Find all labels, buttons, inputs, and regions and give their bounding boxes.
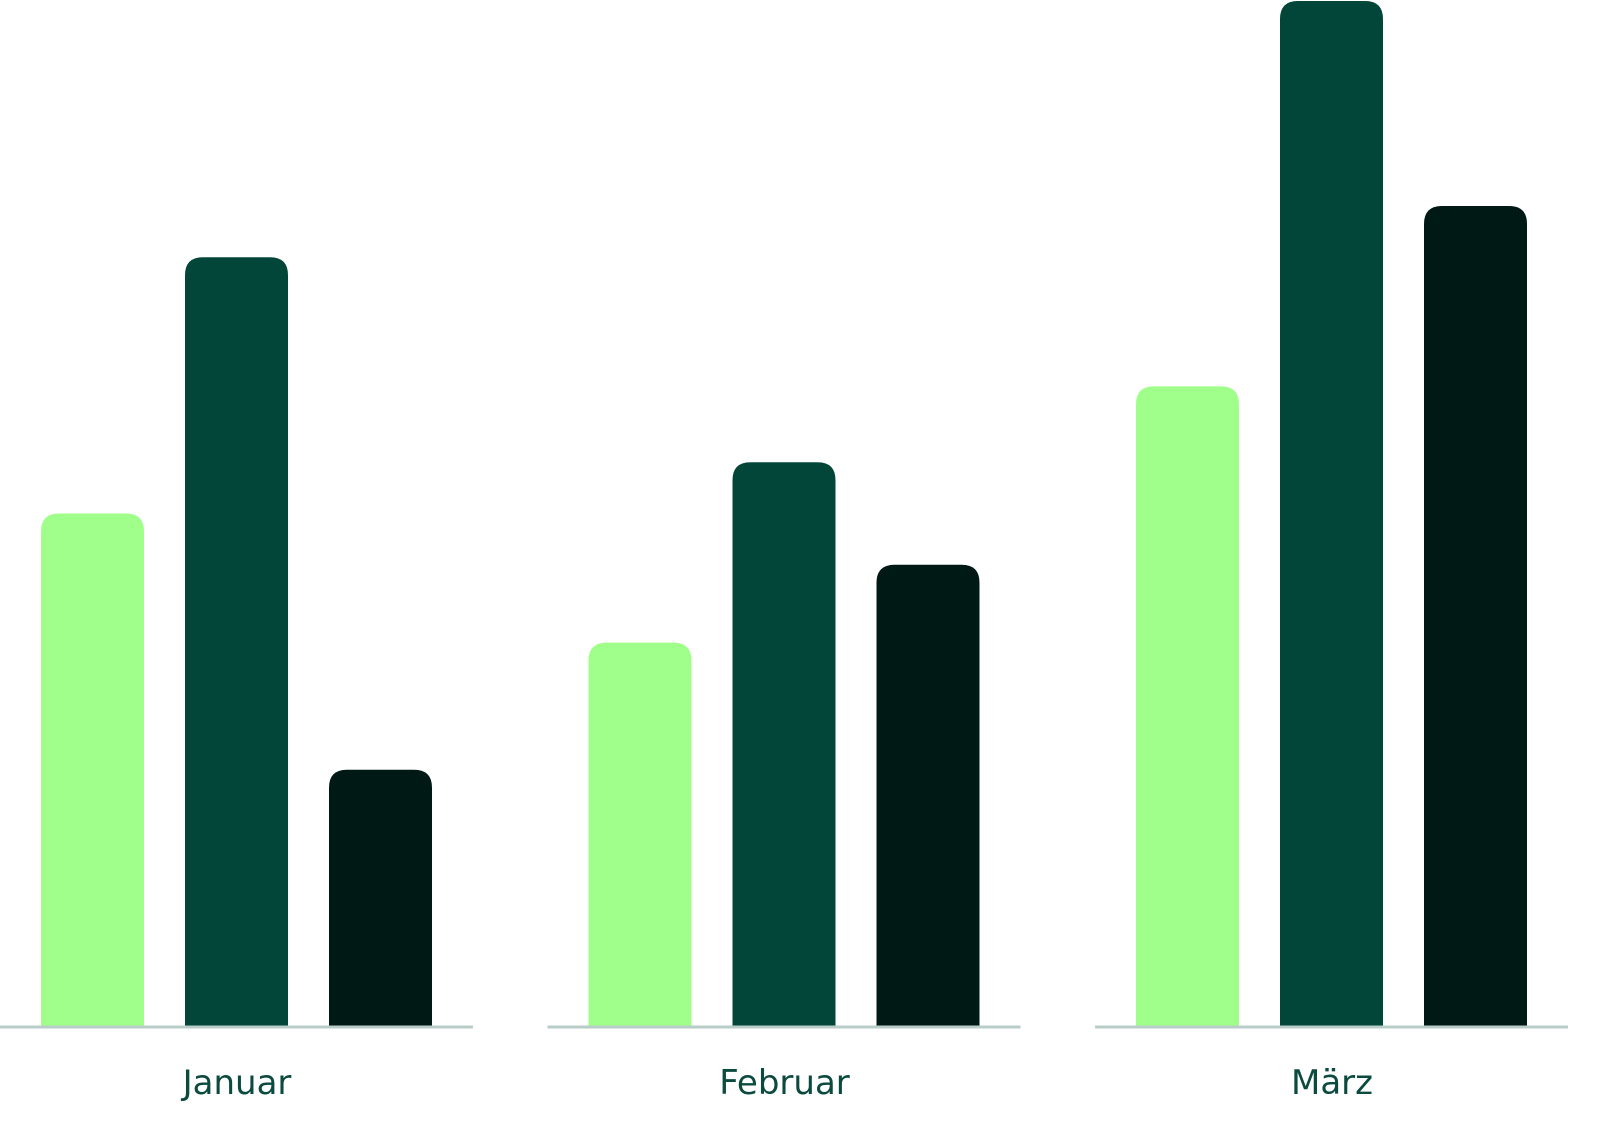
x-tick-label: Januar bbox=[181, 1063, 292, 1103]
bar-januar-series-3 bbox=[329, 769, 432, 1026]
x-tick-label: März bbox=[1291, 1063, 1373, 1103]
bar-märz-series-2 bbox=[1280, 1, 1383, 1026]
bar-januar-series-1 bbox=[41, 513, 144, 1026]
bar-märz-series-3 bbox=[1424, 206, 1527, 1026]
bar-januar-series-2 bbox=[185, 257, 288, 1026]
bar-februar-series-1 bbox=[588, 642, 692, 1026]
bar-februar-series-2 bbox=[732, 462, 836, 1026]
bar-märz-series-1 bbox=[1136, 386, 1239, 1026]
bar-februar-series-3 bbox=[876, 564, 980, 1026]
x-tick-label: Februar bbox=[719, 1063, 850, 1103]
